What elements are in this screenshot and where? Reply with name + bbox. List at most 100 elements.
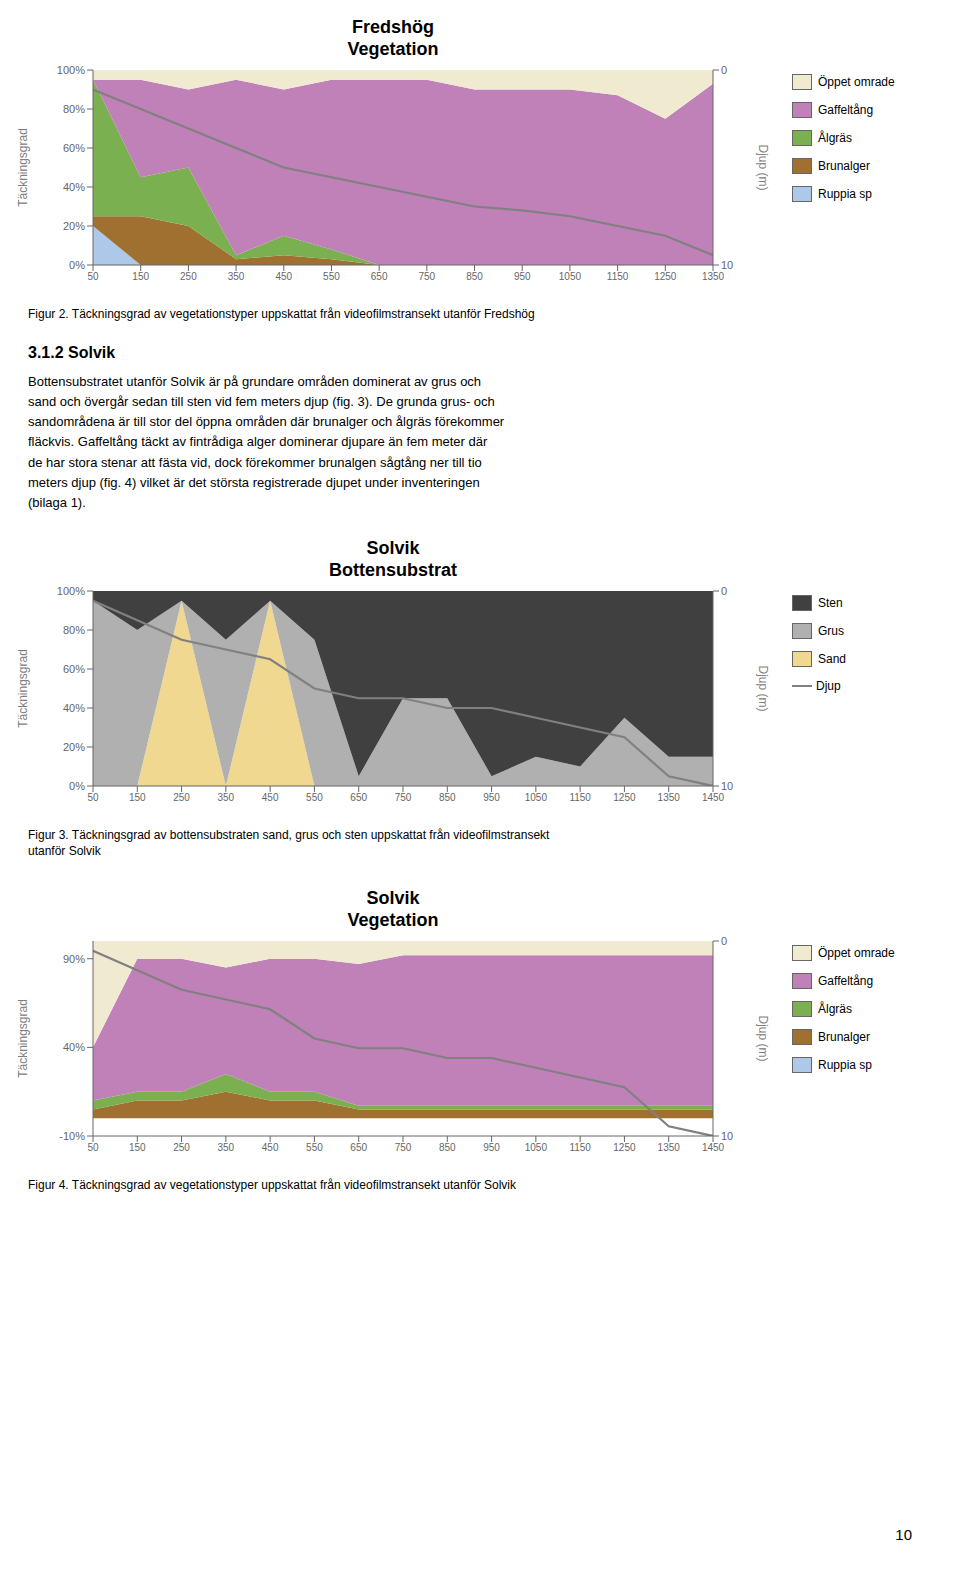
- svg-text:850: 850: [439, 792, 456, 803]
- html-text:fläckvis. Gaffeltång täckt av: fläckvis. Gaffeltång täckt av fintrådiga…: [28, 434, 488, 450]
- svg-text:550: 550: [306, 1142, 323, 1153]
- svg-text:350: 350: [228, 271, 245, 282]
- html-text:Grus: Grus: [818, 624, 844, 638]
- html-text:Bottensubstratet utanför Solvi: Bottensubstratet utanför Solvik är på gr…: [28, 374, 482, 389]
- svg-text:1450: 1450: [702, 1142, 725, 1153]
- html-text:10: 10: [895, 1526, 912, 1543]
- svg-text:1150: 1150: [607, 271, 629, 282]
- html-text:Bottensubstrat: Bottensubstrat: [329, 560, 457, 580]
- svg-text:850: 850: [466, 271, 483, 282]
- html-text:Ruppia sp: Ruppia sp: [818, 187, 872, 201]
- svg-text:50: 50: [87, 1142, 99, 1153]
- html-text:Brunalger: Brunalger: [818, 159, 870, 173]
- svg-text:40%: 40%: [63, 702, 85, 714]
- svg-text:1150: 1150: [569, 1142, 591, 1153]
- html-text:Ålgräs: Ålgräs: [818, 131, 852, 145]
- svg-text:350: 350: [218, 1142, 235, 1153]
- svg-text:Djup (m): Djup (m): [756, 144, 770, 190]
- svg-text:10: 10: [721, 1130, 733, 1142]
- svg-text:-10%: -10%: [59, 1130, 85, 1142]
- svg-text:1350: 1350: [658, 1142, 681, 1153]
- svg-text:550: 550: [323, 271, 340, 282]
- html-text:Vegetation: Vegetation: [347, 910, 439, 930]
- svg-text:0: 0: [721, 935, 727, 947]
- html-text:Gaffeltång: Gaffeltång: [818, 974, 874, 988]
- svg-text:150: 150: [129, 1142, 146, 1153]
- svg-text:0%: 0%: [69, 780, 85, 792]
- svg-text:0%: 0%: [69, 259, 85, 271]
- html-text:sandområdena är till stor del: sandområdena är till stor del öppna områ…: [28, 414, 505, 430]
- html-text:sand och övergår sedan till st: sand och övergår sedan till sten vid fem…: [28, 394, 495, 410]
- html-text:Solvik: Solvik: [366, 538, 420, 558]
- html-text:Fredshög: Fredshög: [352, 17, 434, 37]
- svg-text:450: 450: [262, 792, 279, 803]
- svg-text:950: 950: [514, 271, 531, 282]
- svg-text:Djup (m): Djup (m): [756, 665, 770, 711]
- html-text:utanför Solvik: utanför Solvik: [28, 844, 101, 858]
- html-text:Figur 3. Täckningsgrad av bott: Figur 3. Täckningsgrad av bottensubstrat…: [28, 828, 550, 842]
- svg-text:Täckningsgrad: Täckningsgrad: [16, 128, 30, 207]
- svg-text:1050: 1050: [525, 792, 548, 803]
- svg-text:50: 50: [87, 271, 99, 282]
- svg-text:350: 350: [218, 792, 235, 803]
- svg-text:10: 10: [721, 780, 733, 792]
- svg-text:1350: 1350: [702, 271, 725, 282]
- html-text:Vegetation: Vegetation: [347, 39, 439, 59]
- svg-text:950: 950: [483, 1142, 500, 1153]
- html-text:de har stora stenar att fästa: de har stora stenar att fästa vid, dock …: [28, 454, 482, 470]
- html-text:Öppet omrade: Öppet omrade: [818, 75, 895, 89]
- html-text:meters djup (fig. 4) vilket är: meters djup (fig. 4) vilket är det störs…: [28, 474, 480, 490]
- html-text:(bilaga 1).: (bilaga 1).: [28, 494, 86, 510]
- svg-text:80%: 80%: [63, 624, 85, 636]
- svg-text:20%: 20%: [63, 741, 85, 753]
- svg-text:Täckningsgrad: Täckningsgrad: [16, 999, 30, 1078]
- svg-text:750: 750: [395, 1142, 412, 1153]
- svg-text:750: 750: [395, 792, 412, 803]
- svg-text:50: 50: [87, 792, 99, 803]
- html-text:3.1.2 Solvik: 3.1.2 Solvik: [28, 344, 116, 361]
- svg-text:60%: 60%: [63, 142, 85, 154]
- svg-text:Djup (m): Djup (m): [756, 1015, 770, 1061]
- svg-text:40%: 40%: [63, 1041, 85, 1053]
- svg-text:650: 650: [350, 1142, 367, 1153]
- svg-text:1150: 1150: [569, 792, 591, 803]
- svg-text:90%: 90%: [63, 953, 85, 965]
- svg-text:150: 150: [129, 792, 146, 803]
- svg-text:250: 250: [180, 271, 197, 282]
- svg-text:650: 650: [371, 271, 388, 282]
- html-text:Sten: Sten: [818, 596, 843, 610]
- svg-text:1250: 1250: [613, 792, 636, 803]
- svg-text:80%: 80%: [63, 103, 85, 115]
- svg-text:10: 10: [721, 259, 733, 271]
- svg-text:40%: 40%: [63, 181, 85, 193]
- svg-text:1050: 1050: [525, 1142, 548, 1153]
- svg-text:20%: 20%: [63, 220, 85, 232]
- svg-text:100%: 100%: [57, 64, 85, 76]
- html-text:Sand: Sand: [818, 652, 846, 666]
- svg-text:100%: 100%: [57, 585, 85, 597]
- svg-text:450: 450: [262, 1142, 279, 1153]
- svg-text:650: 650: [350, 792, 367, 803]
- svg-text:950: 950: [483, 792, 500, 803]
- svg-text:1050: 1050: [559, 271, 582, 282]
- svg-text:1250: 1250: [613, 1142, 636, 1153]
- svg-text:60%: 60%: [63, 663, 85, 675]
- svg-text:1250: 1250: [654, 271, 677, 282]
- svg-text:150: 150: [132, 271, 149, 282]
- svg-text:0: 0: [721, 585, 727, 597]
- svg-text:550: 550: [306, 792, 323, 803]
- html-text:Djup: Djup: [816, 679, 841, 693]
- svg-text:1350: 1350: [658, 792, 681, 803]
- html-text:Figur 2. Täckningsgrad av vege: Figur 2. Täckningsgrad av vegetationstyp…: [28, 307, 535, 321]
- html-text:Gaffeltång: Gaffeltång: [818, 103, 874, 117]
- svg-text:850: 850: [439, 1142, 456, 1153]
- html-text:Solvik: Solvik: [366, 888, 420, 908]
- svg-text:1450: 1450: [702, 792, 725, 803]
- svg-text:Täckningsgrad: Täckningsgrad: [16, 649, 30, 728]
- svg-text:0: 0: [721, 64, 727, 76]
- svg-text:250: 250: [173, 792, 190, 803]
- svg-text:250: 250: [173, 1142, 190, 1153]
- svg-text:450: 450: [275, 271, 292, 282]
- html-text:Öppet omrade: Öppet omrade: [818, 946, 895, 960]
- svg-text:750: 750: [419, 271, 436, 282]
